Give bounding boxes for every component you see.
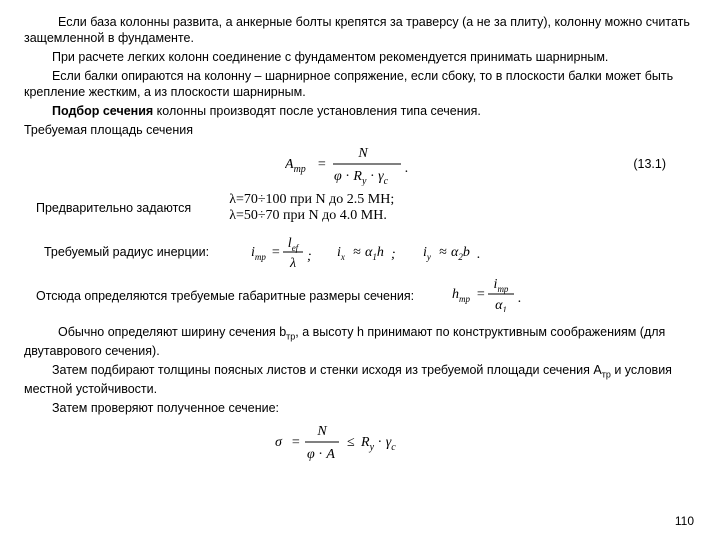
svg-text:σ: σ — [275, 435, 283, 450]
preliminary-row: Предварительно задаются λ=70÷100 при N д… — [36, 192, 696, 224]
equation-1-number: (13.1) — [633, 157, 666, 171]
lambda-line-1: λ=70÷100 при N до 2.5 МН; — [229, 192, 394, 208]
svg-text:=: = — [476, 287, 485, 302]
lambda-block: λ=70÷100 при N до 2.5 МН; λ=50÷70 при N … — [229, 192, 394, 224]
radius-label: Требуемый радиус инерции: — [44, 245, 209, 259]
p9-text-a: Обычно определяют ширину сечения b — [58, 325, 286, 339]
paragraph-9: Обычно определяют ширину сечения bтр, а … — [24, 324, 696, 359]
svg-text:iтр: iтр — [251, 245, 266, 262]
dimensions-label: Отсюда определяются требуемые габаритные… — [36, 289, 414, 303]
svg-text:≈: ≈ — [439, 245, 447, 260]
radius-row: Требуемый радиус инерции: iтр = lef λ ; … — [44, 232, 696, 272]
svg-text:α2b: α2b — [451, 245, 470, 262]
paragraph-2: При расчете легких колонн соединение с ф… — [24, 49, 696, 65]
paragraph-11: Затем проверяют полученное сечение: — [24, 400, 696, 416]
equation-1-row: Aтр = N φ · Ry · γc . (13.1) — [24, 142, 696, 186]
equation-3: hтр = iтр α1 . — [452, 274, 542, 312]
equation-2: iтр = lef λ ; ix ≈ α1h ; iy ≈ α2b . — [251, 232, 531, 272]
svg-text:;: ; — [391, 247, 396, 262]
svg-text:≤: ≤ — [347, 435, 355, 450]
svg-text:λ: λ — [289, 256, 296, 271]
svg-text:.: . — [405, 161, 409, 176]
svg-text:φ · Ry · γc: φ · Ry · γc — [334, 169, 389, 186]
svg-text:α1h: α1h — [365, 245, 384, 262]
paragraph-3: Если балки опираются на колонну – шарнир… — [24, 68, 696, 100]
paragraph-10: Затем подбирают толщины поясных листов и… — [24, 362, 696, 397]
svg-text:N: N — [357, 146, 368, 161]
p10-sub: тр — [602, 370, 611, 380]
equation-4-row: σ = N φ · A ≤ Ry · γc — [24, 420, 696, 464]
svg-text:hтр: hтр — [452, 287, 470, 304]
paragraph-1: Если база колонны развита, а анкерные бо… — [24, 14, 696, 46]
equation-1: Aтр = N φ · Ry · γc . — [285, 142, 435, 186]
dimensions-row: Отсюда определяются требуемые габаритные… — [36, 278, 696, 314]
p10-text-a: Затем подбирают толщины поясных листов и… — [52, 363, 602, 377]
equation-4: σ = N φ · A ≤ Ry · γc — [275, 420, 445, 464]
paragraph-5: Требуемая площадь сечения — [24, 122, 696, 138]
svg-text:=: = — [271, 245, 280, 260]
svg-text:=: = — [291, 435, 300, 450]
svg-text:iтр: iтр — [494, 277, 509, 294]
page-root: Если база колонны развита, а анкерные бо… — [0, 0, 720, 540]
svg-text:Ry · γc: Ry · γc — [360, 435, 396, 453]
svg-text:.: . — [518, 291, 522, 306]
p9-sub: тр — [286, 332, 295, 342]
svg-text:lef: lef — [288, 236, 300, 253]
svg-text:N: N — [316, 424, 327, 439]
preliminary-label: Предварительно задаются — [36, 201, 191, 215]
text-span: колонны производят после установления ти… — [153, 104, 481, 118]
svg-text:Aтр: Aтр — [285, 157, 306, 175]
svg-text:;: ; — [307, 249, 312, 264]
lambda-line-2: λ=50÷70 при N до 4.0 МН. — [229, 208, 394, 224]
svg-text:=: = — [317, 157, 326, 172]
bold-span: Подбор сечения — [52, 104, 153, 118]
page-number: 110 — [675, 514, 694, 528]
svg-text:.: . — [477, 247, 481, 262]
svg-text:≈: ≈ — [353, 245, 361, 260]
svg-text:α1: α1 — [495, 298, 507, 312]
paragraph-4: Подбор сечения колонны производят после … — [24, 103, 696, 119]
svg-text:iy: iy — [423, 245, 431, 262]
svg-text:φ · A: φ · A — [307, 447, 335, 462]
svg-text:ix: ix — [337, 245, 345, 262]
